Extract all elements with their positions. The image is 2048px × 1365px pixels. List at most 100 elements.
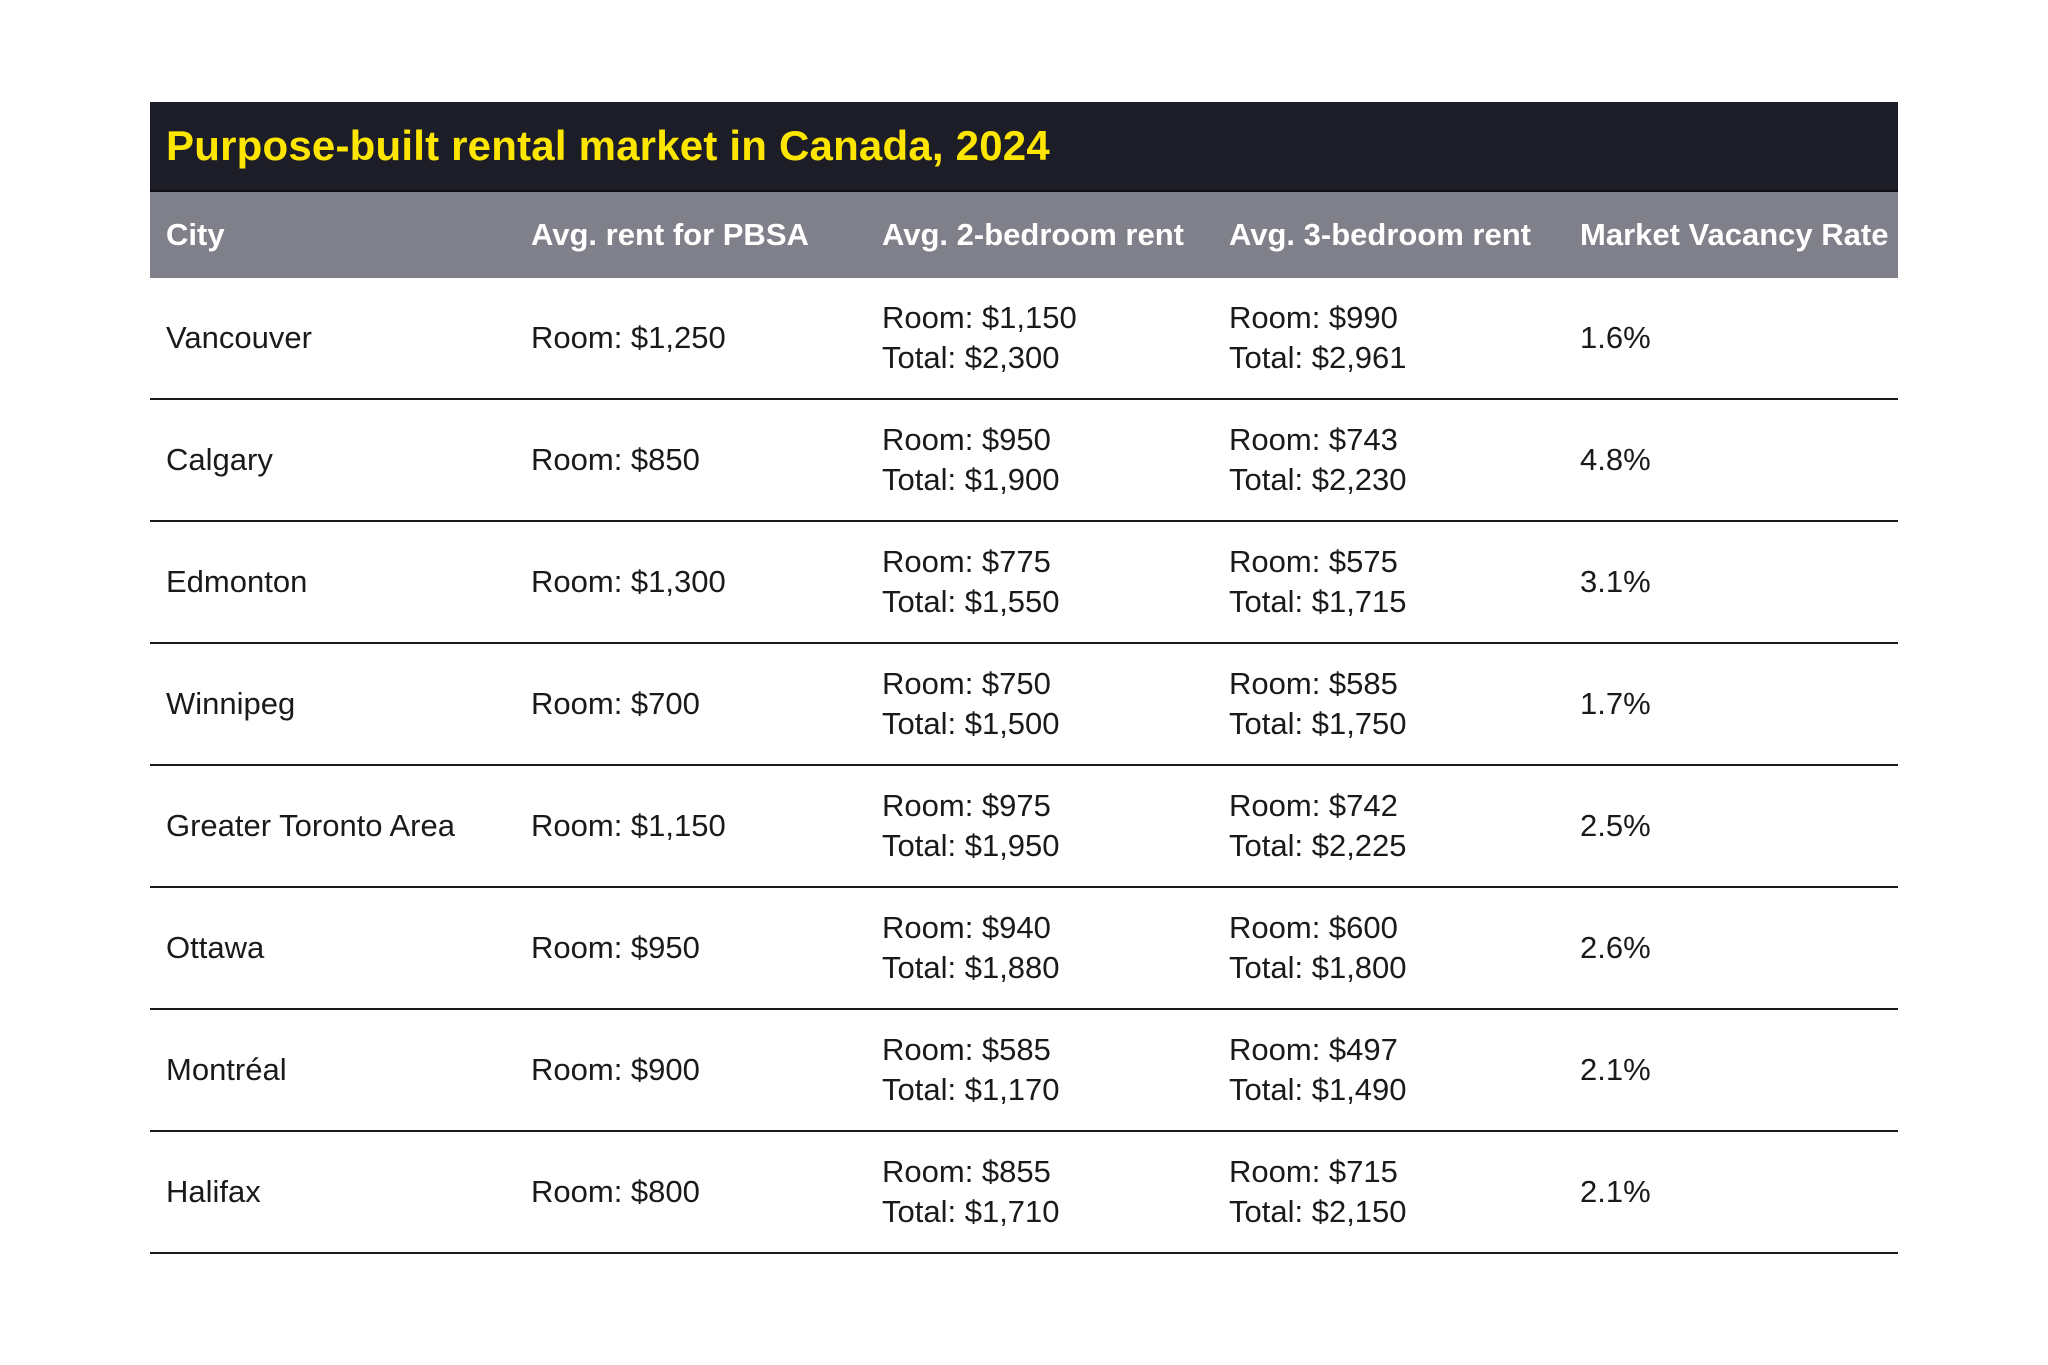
vacancy-rate-cell-line: 1.6% <box>1580 320 1651 355</box>
three-bedroom-rent-cell: Room: $497 Total: $1,490 <box>1213 1030 1564 1110</box>
three-bedroom-rent-cell-line: Room: $600 <box>1229 910 1398 945</box>
city-cell: Calgary <box>150 440 515 480</box>
city-cell: Ottawa <box>150 928 515 968</box>
two-bedroom-rent-cell: Room: $775 Total: $1,550 <box>866 542 1213 622</box>
vacancy-rate-cell: 2.1% <box>1564 1050 1898 1090</box>
rental-market-table: Purpose-built rental market in Canada, 2… <box>150 102 1898 1254</box>
city-cell-line: Winnipeg <box>166 686 296 721</box>
two-bedroom-rent-cell-line: Room: $940 <box>882 910 1051 945</box>
table-row: Calgary Room: $850 Room: $950 Total: $1,900… <box>150 400 1898 522</box>
three-bedroom-rent-cell-line: Total: $2,230 <box>1229 462 1407 497</box>
three-bedroom-rent-cell-line: Room: $585 <box>1229 666 1398 701</box>
vacancy-rate-cell: 2.5% <box>1564 806 1898 846</box>
col-header-market-vacancy-rate: Market Vacancy Rate <box>1580 217 1889 252</box>
two-bedroom-rent-cell-line: Room: $750 <box>882 666 1051 701</box>
pbsa-rent-cell-line: Room: $1,150 <box>531 808 726 843</box>
two-bedroom-rent-cell-line: Room: $585 <box>882 1032 1051 1067</box>
three-bedroom-rent-cell-line: Total: $1,750 <box>1229 706 1407 741</box>
three-bedroom-rent-cell-line: Total: $2,150 <box>1229 1194 1407 1229</box>
three-bedroom-rent-cell-line: Total: $2,225 <box>1229 828 1407 863</box>
two-bedroom-rent-cell-line: Total: $1,500 <box>882 706 1060 741</box>
pbsa-rent-cell: Room: $900 <box>515 1050 866 1090</box>
city-cell-line: Greater Toronto Area <box>166 808 455 843</box>
two-bedroom-rent-cell: Room: $585 Total: $1,170 <box>866 1030 1213 1110</box>
table-row: Winnipeg Room: $700 Room: $750 Total: $1,50… <box>150 644 1898 766</box>
pbsa-rent-cell: Room: $800 <box>515 1172 866 1212</box>
two-bedroom-rent-cell-line: Total: $1,170 <box>882 1072 1060 1107</box>
city-cell: Vancouver <box>150 318 515 358</box>
city-cell-line: Vancouver <box>166 320 312 355</box>
vacancy-rate-cell-line: 2.5% <box>1580 808 1651 843</box>
three-bedroom-rent-cell-line: Total: $1,490 <box>1229 1072 1407 1107</box>
vacancy-rate-cell-line: 1.7% <box>1580 686 1651 721</box>
table-row: Greater Toronto Area Room: $1,150 Room: $9… <box>150 766 1898 888</box>
city-cell: Edmonton <box>150 562 515 602</box>
pbsa-rent-cell: Room: $850 <box>515 440 866 480</box>
two-bedroom-rent-cell: Room: $950 Total: $1,900 <box>866 420 1213 500</box>
table-title: Purpose-built rental market in Canada, 2… <box>166 122 1050 169</box>
col-header-3-bedroom-rent: Avg. 3-bedroom rent <box>1229 217 1531 252</box>
two-bedroom-rent-cell-line: Room: $775 <box>882 544 1051 579</box>
two-bedroom-rent-cell-line: Total: $1,950 <box>882 828 1060 863</box>
col-header-2-bedroom-rent: Avg. 2-bedroom rent <box>882 217 1184 252</box>
vacancy-rate-cell: 4.8% <box>1564 440 1898 480</box>
pbsa-rent-cell-line: Room: $900 <box>531 1052 700 1087</box>
pbsa-rent-cell: Room: $950 <box>515 928 866 968</box>
three-bedroom-rent-cell: Room: $585 Total: $1,750 <box>1213 664 1564 744</box>
three-bedroom-rent-cell-line: Room: $715 <box>1229 1154 1398 1189</box>
vacancy-rate-cell-line: 4.8% <box>1580 442 1651 477</box>
two-bedroom-rent-cell-line: Total: $1,710 <box>882 1194 1060 1229</box>
table-header-row: City Avg. rent for PBSA Avg. 2-bedroom r… <box>150 192 1898 278</box>
two-bedroom-rent-cell-line: Room: $1,150 <box>882 300 1077 335</box>
three-bedroom-rent-cell-line: Room: $575 <box>1229 544 1398 579</box>
vacancy-rate-cell: 2.6% <box>1564 928 1898 968</box>
pbsa-rent-cell: Room: $700 <box>515 684 866 724</box>
three-bedroom-rent-cell-line: Total: $1,800 <box>1229 950 1407 985</box>
vacancy-rate-cell-line: 2.6% <box>1580 930 1651 965</box>
vacancy-rate-cell-line: 3.1% <box>1580 564 1651 599</box>
pbsa-rent-cell-line: Room: $700 <box>531 686 700 721</box>
city-cell-line: Calgary <box>166 442 273 477</box>
three-bedroom-rent-cell-line: Room: $990 <box>1229 300 1398 335</box>
vacancy-rate-cell: 1.6% <box>1564 318 1898 358</box>
three-bedroom-rent-cell: Room: $743 Total: $2,230 <box>1213 420 1564 500</box>
city-cell-line: Montréal <box>166 1052 287 1087</box>
three-bedroom-rent-cell: Room: $715 Total: $2,150 <box>1213 1152 1564 1232</box>
three-bedroom-rent-cell-line: Room: $742 <box>1229 788 1398 823</box>
two-bedroom-rent-cell: Room: $1,150 Total: $2,300 <box>866 298 1213 378</box>
pbsa-rent-cell-line: Room: $1,250 <box>531 320 726 355</box>
city-cell: Winnipeg <box>150 684 515 724</box>
two-bedroom-rent-cell: Room: $940 Total: $1,880 <box>866 908 1213 988</box>
three-bedroom-rent-cell: Room: $742 Total: $2,225 <box>1213 786 1564 866</box>
two-bedroom-rent-cell: Room: $855 Total: $1,710 <box>866 1152 1213 1232</box>
pbsa-rent-cell-line: Room: $850 <box>531 442 700 477</box>
vacancy-rate-cell: 3.1% <box>1564 562 1898 602</box>
pbsa-rent-cell-line: Room: $1,300 <box>531 564 726 599</box>
col-header-pbsa-rent: Avg. rent for PBSA <box>531 217 809 252</box>
table-title-bar: Purpose-built rental market in Canada, 2… <box>150 102 1898 192</box>
pbsa-rent-cell: Room: $1,250 <box>515 318 866 358</box>
table-body: Vancouver Room: $1,250 Room: $1,150 Total: … <box>150 278 1898 1254</box>
table-row: Halifax Room: $800 Room: $855 Total: $1,710… <box>150 1132 1898 1254</box>
two-bedroom-rent-cell-line: Total: $2,300 <box>882 340 1060 375</box>
pbsa-rent-cell: Room: $1,150 <box>515 806 866 846</box>
two-bedroom-rent-cell-line: Room: $975 <box>882 788 1051 823</box>
three-bedroom-rent-cell-line: Total: $2,961 <box>1229 340 1407 375</box>
city-cell: Halifax <box>150 1172 515 1212</box>
two-bedroom-rent-cell-line: Room: $950 <box>882 422 1051 457</box>
vacancy-rate-cell-line: 2.1% <box>1580 1052 1651 1087</box>
table-row: Edmonton Room: $1,300 Room: $775 Total: $1,… <box>150 522 1898 644</box>
two-bedroom-rent-cell-line: Room: $855 <box>882 1154 1051 1189</box>
city-cell: Greater Toronto Area <box>150 806 515 846</box>
pbsa-rent-cell: Room: $1,300 <box>515 562 866 602</box>
two-bedroom-rent-cell-line: Total: $1,900 <box>882 462 1060 497</box>
three-bedroom-rent-cell-line: Room: $743 <box>1229 422 1398 457</box>
pbsa-rent-cell-line: Room: $950 <box>531 930 700 965</box>
three-bedroom-rent-cell: Room: $575 Total: $1,715 <box>1213 542 1564 622</box>
table-row: Vancouver Room: $1,250 Room: $1,150 Total: … <box>150 278 1898 400</box>
vacancy-rate-cell: 1.7% <box>1564 684 1898 724</box>
pbsa-rent-cell-line: Room: $800 <box>531 1174 700 1209</box>
two-bedroom-rent-cell: Room: $750 Total: $1,500 <box>866 664 1213 744</box>
table-row: Ottawa Room: $950 Room: $940 Total: $1,880 R… <box>150 888 1898 1010</box>
col-header-city: City <box>166 217 225 252</box>
